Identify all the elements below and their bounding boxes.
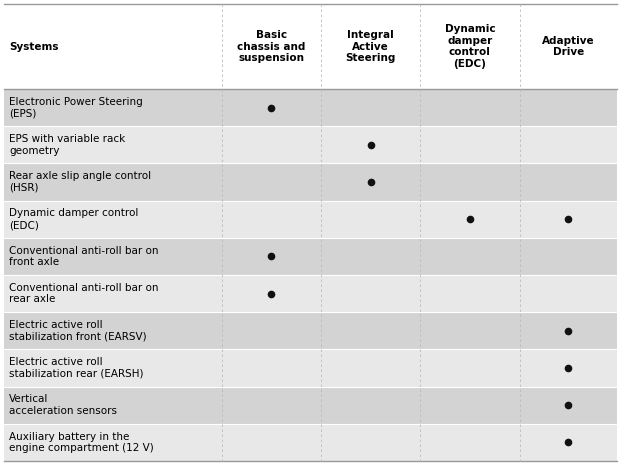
Bar bbox=[4, 89, 617, 126]
Bar bbox=[4, 349, 617, 386]
Text: Basic
chassis and
suspension: Basic chassis and suspension bbox=[237, 30, 306, 63]
Bar bbox=[4, 126, 617, 163]
Bar bbox=[4, 386, 617, 424]
Bar bbox=[4, 238, 617, 275]
Bar bbox=[4, 4, 617, 89]
Text: Dynamic
damper
control
(EDC): Dynamic damper control (EDC) bbox=[445, 24, 495, 69]
Bar bbox=[4, 275, 617, 312]
Text: Integral
Active
Steering: Integral Active Steering bbox=[345, 30, 396, 63]
Bar bbox=[4, 424, 617, 461]
Text: EPS with variable rack
geometry: EPS with variable rack geometry bbox=[9, 134, 125, 156]
Text: Electric active roll
stabilization rear (EARSH): Electric active roll stabilization rear … bbox=[9, 357, 143, 379]
Text: Dynamic damper control
(EDC): Dynamic damper control (EDC) bbox=[9, 208, 138, 230]
Text: Conventional anti-roll bar on
front axle: Conventional anti-roll bar on front axle bbox=[9, 246, 158, 267]
Text: Auxiliary battery in the
engine compartment (12 V): Auxiliary battery in the engine compartm… bbox=[9, 432, 154, 453]
Text: Systems: Systems bbox=[9, 41, 58, 52]
Text: Rear axle slip angle control
(HSR): Rear axle slip angle control (HSR) bbox=[9, 171, 151, 193]
Text: Adaptive
Drive: Adaptive Drive bbox=[542, 36, 594, 57]
Bar bbox=[4, 163, 617, 200]
Bar bbox=[4, 312, 617, 349]
Text: Electronic Power Steering
(EPS): Electronic Power Steering (EPS) bbox=[9, 97, 143, 119]
Text: Conventional anti-roll bar on
rear axle: Conventional anti-roll bar on rear axle bbox=[9, 283, 158, 305]
Text: Vertical
acceleration sensors: Vertical acceleration sensors bbox=[9, 394, 117, 416]
Text: Electric active roll
stabilization front (EARSV): Electric active roll stabilization front… bbox=[9, 320, 147, 342]
Bar bbox=[4, 200, 617, 238]
